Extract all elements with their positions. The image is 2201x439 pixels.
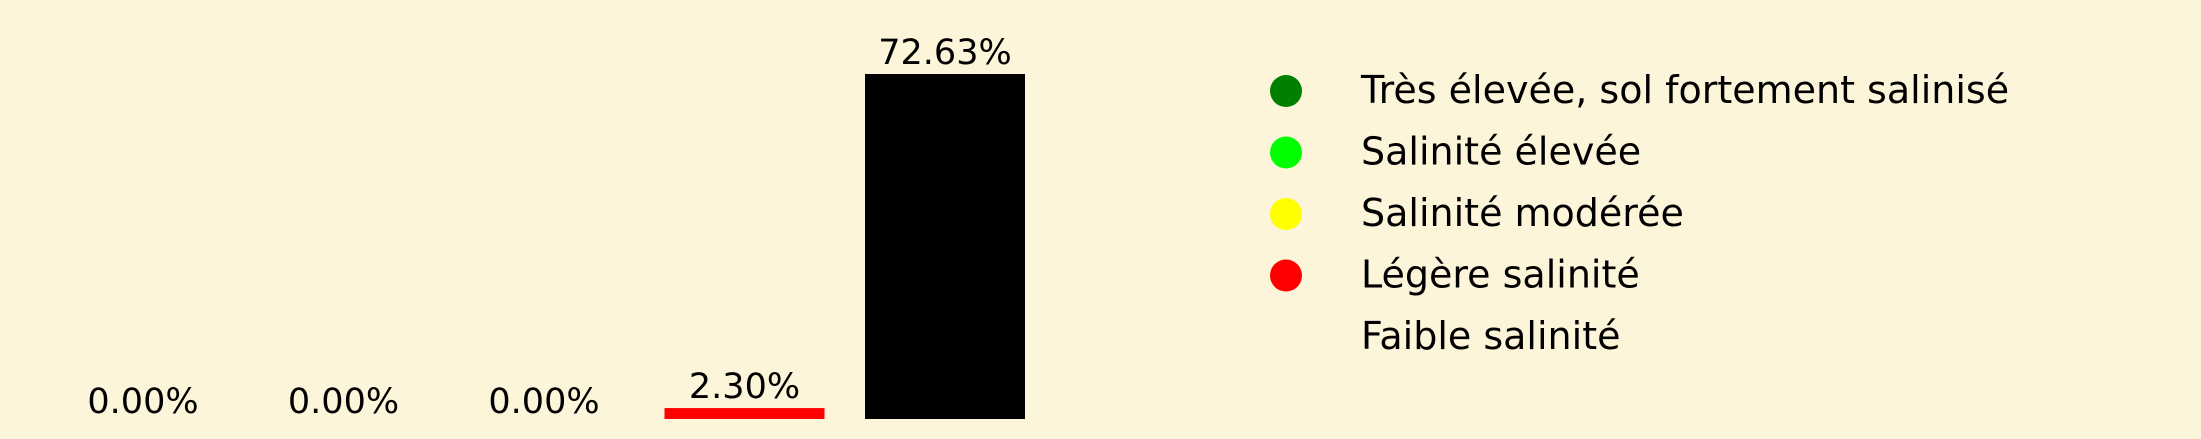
- legend-label-3: Salinité modérée: [1361, 191, 1684, 235]
- legend-marker-3: [1270, 198, 1302, 230]
- bar-4: [664, 408, 825, 419]
- legend-marker-4: [1270, 259, 1302, 292]
- legend-label-4: Légère salinité: [1361, 253, 1640, 297]
- legend-marker-1: [1270, 75, 1302, 107]
- bar-value-label-5: 72.63%: [878, 33, 1011, 73]
- legend-marker-5: [1270, 321, 1302, 353]
- legend-label-5: Faible salinité: [1361, 314, 1620, 358]
- legend-label-1: Très élevée, sol fortement salinisé: [1360, 68, 2009, 112]
- bar-value-label-3: 0.00%: [488, 382, 599, 422]
- bar-5: [865, 74, 1025, 419]
- legend-marker-2: [1270, 136, 1302, 169]
- bar-value-label-4: 2.30%: [689, 367, 800, 407]
- bar-value-label-1: 0.00%: [87, 382, 198, 422]
- legend-label-2: Salinité élevée: [1361, 130, 1641, 174]
- bar-value-label-2: 0.00%: [288, 382, 399, 422]
